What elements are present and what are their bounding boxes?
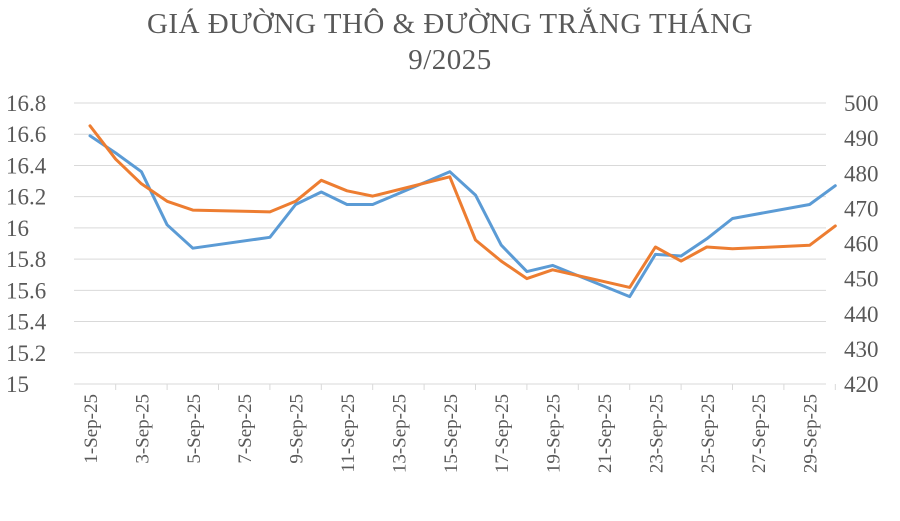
x-tick-label: 19-Sep-25	[544, 394, 565, 473]
y-right-tick-label: 440	[844, 302, 879, 327]
y-left-tick-label: 15.8	[6, 247, 46, 272]
y-axis-right-ticks: 500 490 480 470 460 450 440 430 420	[844, 91, 879, 397]
y-left-tick-label: 16	[6, 216, 29, 241]
y-right-tick-label: 430	[844, 337, 879, 362]
x-tick-label: 25-Sep-25	[698, 394, 719, 473]
y-axis-left-ticks: 16.8 16.6 16.4 16.2 16 15.8 15.6 15.4 15.2 15	[6, 91, 47, 397]
x-tick-label: 17-Sep-25	[492, 394, 513, 473]
chart-title-line-1: GIÁ ĐƯỜNG THÔ & ĐƯỜNG TRẮNG THÁNG	[146, 8, 754, 40]
y-left-tick-label: 15.2	[6, 341, 46, 366]
x-tick-label: 27-Sep-25	[749, 394, 770, 473]
series-line-2	[88, 124, 837, 289]
x-tick-label: 13-Sep-25	[389, 394, 410, 473]
x-tick-label: 5-Sep-25	[184, 394, 205, 464]
y-right-tick-label: 420	[844, 372, 879, 397]
x-tick-label: 11-Sep-25	[338, 394, 359, 472]
y-left-tick-label: 16.8	[6, 91, 46, 116]
x-tick-label: 15-Sep-25	[441, 394, 462, 473]
y-left-tick-label: 15.4	[6, 310, 47, 335]
x-axis-ticks: 1-Sep-25 3-Sep-25 5-Sep-25 7-Sep-25 9-Sep-25…	[81, 384, 836, 473]
x-tick-label: 3-Sep-25	[132, 394, 153, 464]
y-right-tick-label: 490	[844, 126, 879, 151]
y-right-tick-label: 480	[844, 161, 879, 186]
chart-title: GIÁ ĐƯỜNG THÔ & ĐƯỜNG TRẮNG THÁNG 9/2025	[0, 6, 900, 78]
x-tick-label: 7-Sep-25	[235, 394, 256, 464]
x-tick-label: 1-Sep-25	[81, 394, 102, 464]
series-line-1	[88, 134, 837, 299]
y-left-tick-label: 16.4	[6, 153, 47, 178]
y-right-tick-label: 500	[844, 91, 879, 116]
x-tick-label: 23-Sep-25	[646, 394, 667, 473]
y-left-tick-label: 15.6	[6, 278, 46, 303]
y-right-tick-label: 470	[844, 196, 879, 221]
chart-title-line-2: 9/2025	[408, 44, 492, 76]
y-right-tick-label: 450	[844, 267, 879, 292]
y-left-tick-label: 16.2	[6, 185, 46, 210]
y-left-tick-label: 15	[6, 372, 29, 397]
y-right-tick-label: 460	[844, 232, 879, 257]
y-left-tick-label: 16.6	[6, 122, 46, 147]
series-lines	[88, 124, 837, 299]
x-tick-label: 29-Sep-25	[801, 394, 822, 473]
gridlines	[74, 102, 826, 385]
x-tick-label: 21-Sep-25	[595, 394, 616, 473]
x-tick-label: 9-Sep-25	[287, 394, 308, 464]
